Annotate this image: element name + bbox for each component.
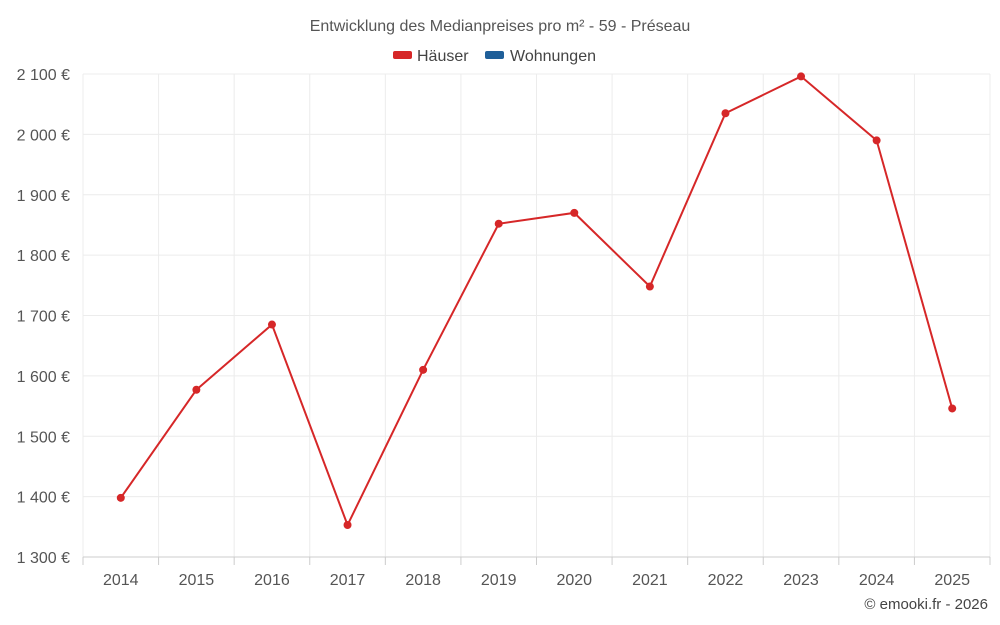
chart-title: Entwicklung des Medianpreises pro m² - 5…: [310, 18, 691, 35]
x-tick-label: 2018: [405, 572, 441, 589]
y-tick-label: 1 300 €: [17, 550, 70, 567]
y-tick-label: 1 900 €: [17, 188, 70, 205]
x-tick-label: 2024: [859, 572, 895, 589]
y-axis: 1 300 € 1 400 € 1 500 € 1 600 € 1 700 € 1 800…: [17, 67, 70, 567]
data-point[interactable]: [645, 282, 654, 291]
legend: Häuser Wohnungen: [393, 48, 596, 65]
y-tick-label: 1 400 €: [17, 490, 70, 507]
x-tick-label: 2014: [103, 572, 139, 589]
x-tick-label: 2021: [632, 572, 668, 589]
legend-item-haeuser[interactable]: Häuser: [393, 48, 469, 65]
data-point[interactable]: [192, 385, 201, 394]
credit-text: © emooki.fr - 2026: [864, 596, 988, 613]
data-point[interactable]: [797, 72, 806, 81]
x-tick-label: 2015: [179, 572, 215, 589]
data-point[interactable]: [343, 521, 352, 530]
series-layer: [116, 72, 957, 530]
data-point[interactable]: [570, 208, 579, 217]
x-tick-label: 2016: [254, 572, 290, 589]
series-line-häuser: [119, 75, 954, 528]
x-tick-label: 2019: [481, 572, 517, 589]
x-tick-label: 2023: [783, 572, 819, 589]
x-tick-label: 2022: [708, 572, 744, 589]
legend-item-wohnungen[interactable]: Wohnungen: [485, 48, 596, 65]
data-point[interactable]: [419, 365, 428, 374]
x-tick-label: 2025: [934, 572, 970, 589]
data-point[interactable]: [116, 493, 125, 502]
y-tick-label: 1 500 €: [17, 429, 70, 446]
data-point[interactable]: [494, 219, 503, 228]
data-point[interactable]: [721, 109, 730, 118]
x-tick-label: 2017: [330, 572, 366, 589]
y-tick-label: 2 100 €: [17, 67, 70, 84]
y-tick-label: 1 700 €: [17, 309, 70, 326]
x-tick-label: 2020: [556, 572, 592, 589]
data-point[interactable]: [872, 136, 881, 145]
legend-label-haeuser: Häuser: [417, 48, 469, 65]
data-point[interactable]: [948, 404, 957, 413]
data-point[interactable]: [267, 320, 276, 329]
legend-swatch-wohnungen: [485, 51, 504, 59]
y-tick-label: 1 800 €: [17, 248, 70, 265]
y-tick-label: 1 600 €: [17, 369, 70, 386]
y-tick-label: 2 000 €: [17, 127, 70, 144]
legend-label-wohnungen: Wohnungen: [510, 48, 596, 65]
grid: [82, 73, 991, 558]
x-axis: 2014 2015 2016 2017 2018 2019 2020 2021 2022 2023…: [82, 556, 991, 589]
legend-swatch-haeuser: [393, 51, 412, 59]
